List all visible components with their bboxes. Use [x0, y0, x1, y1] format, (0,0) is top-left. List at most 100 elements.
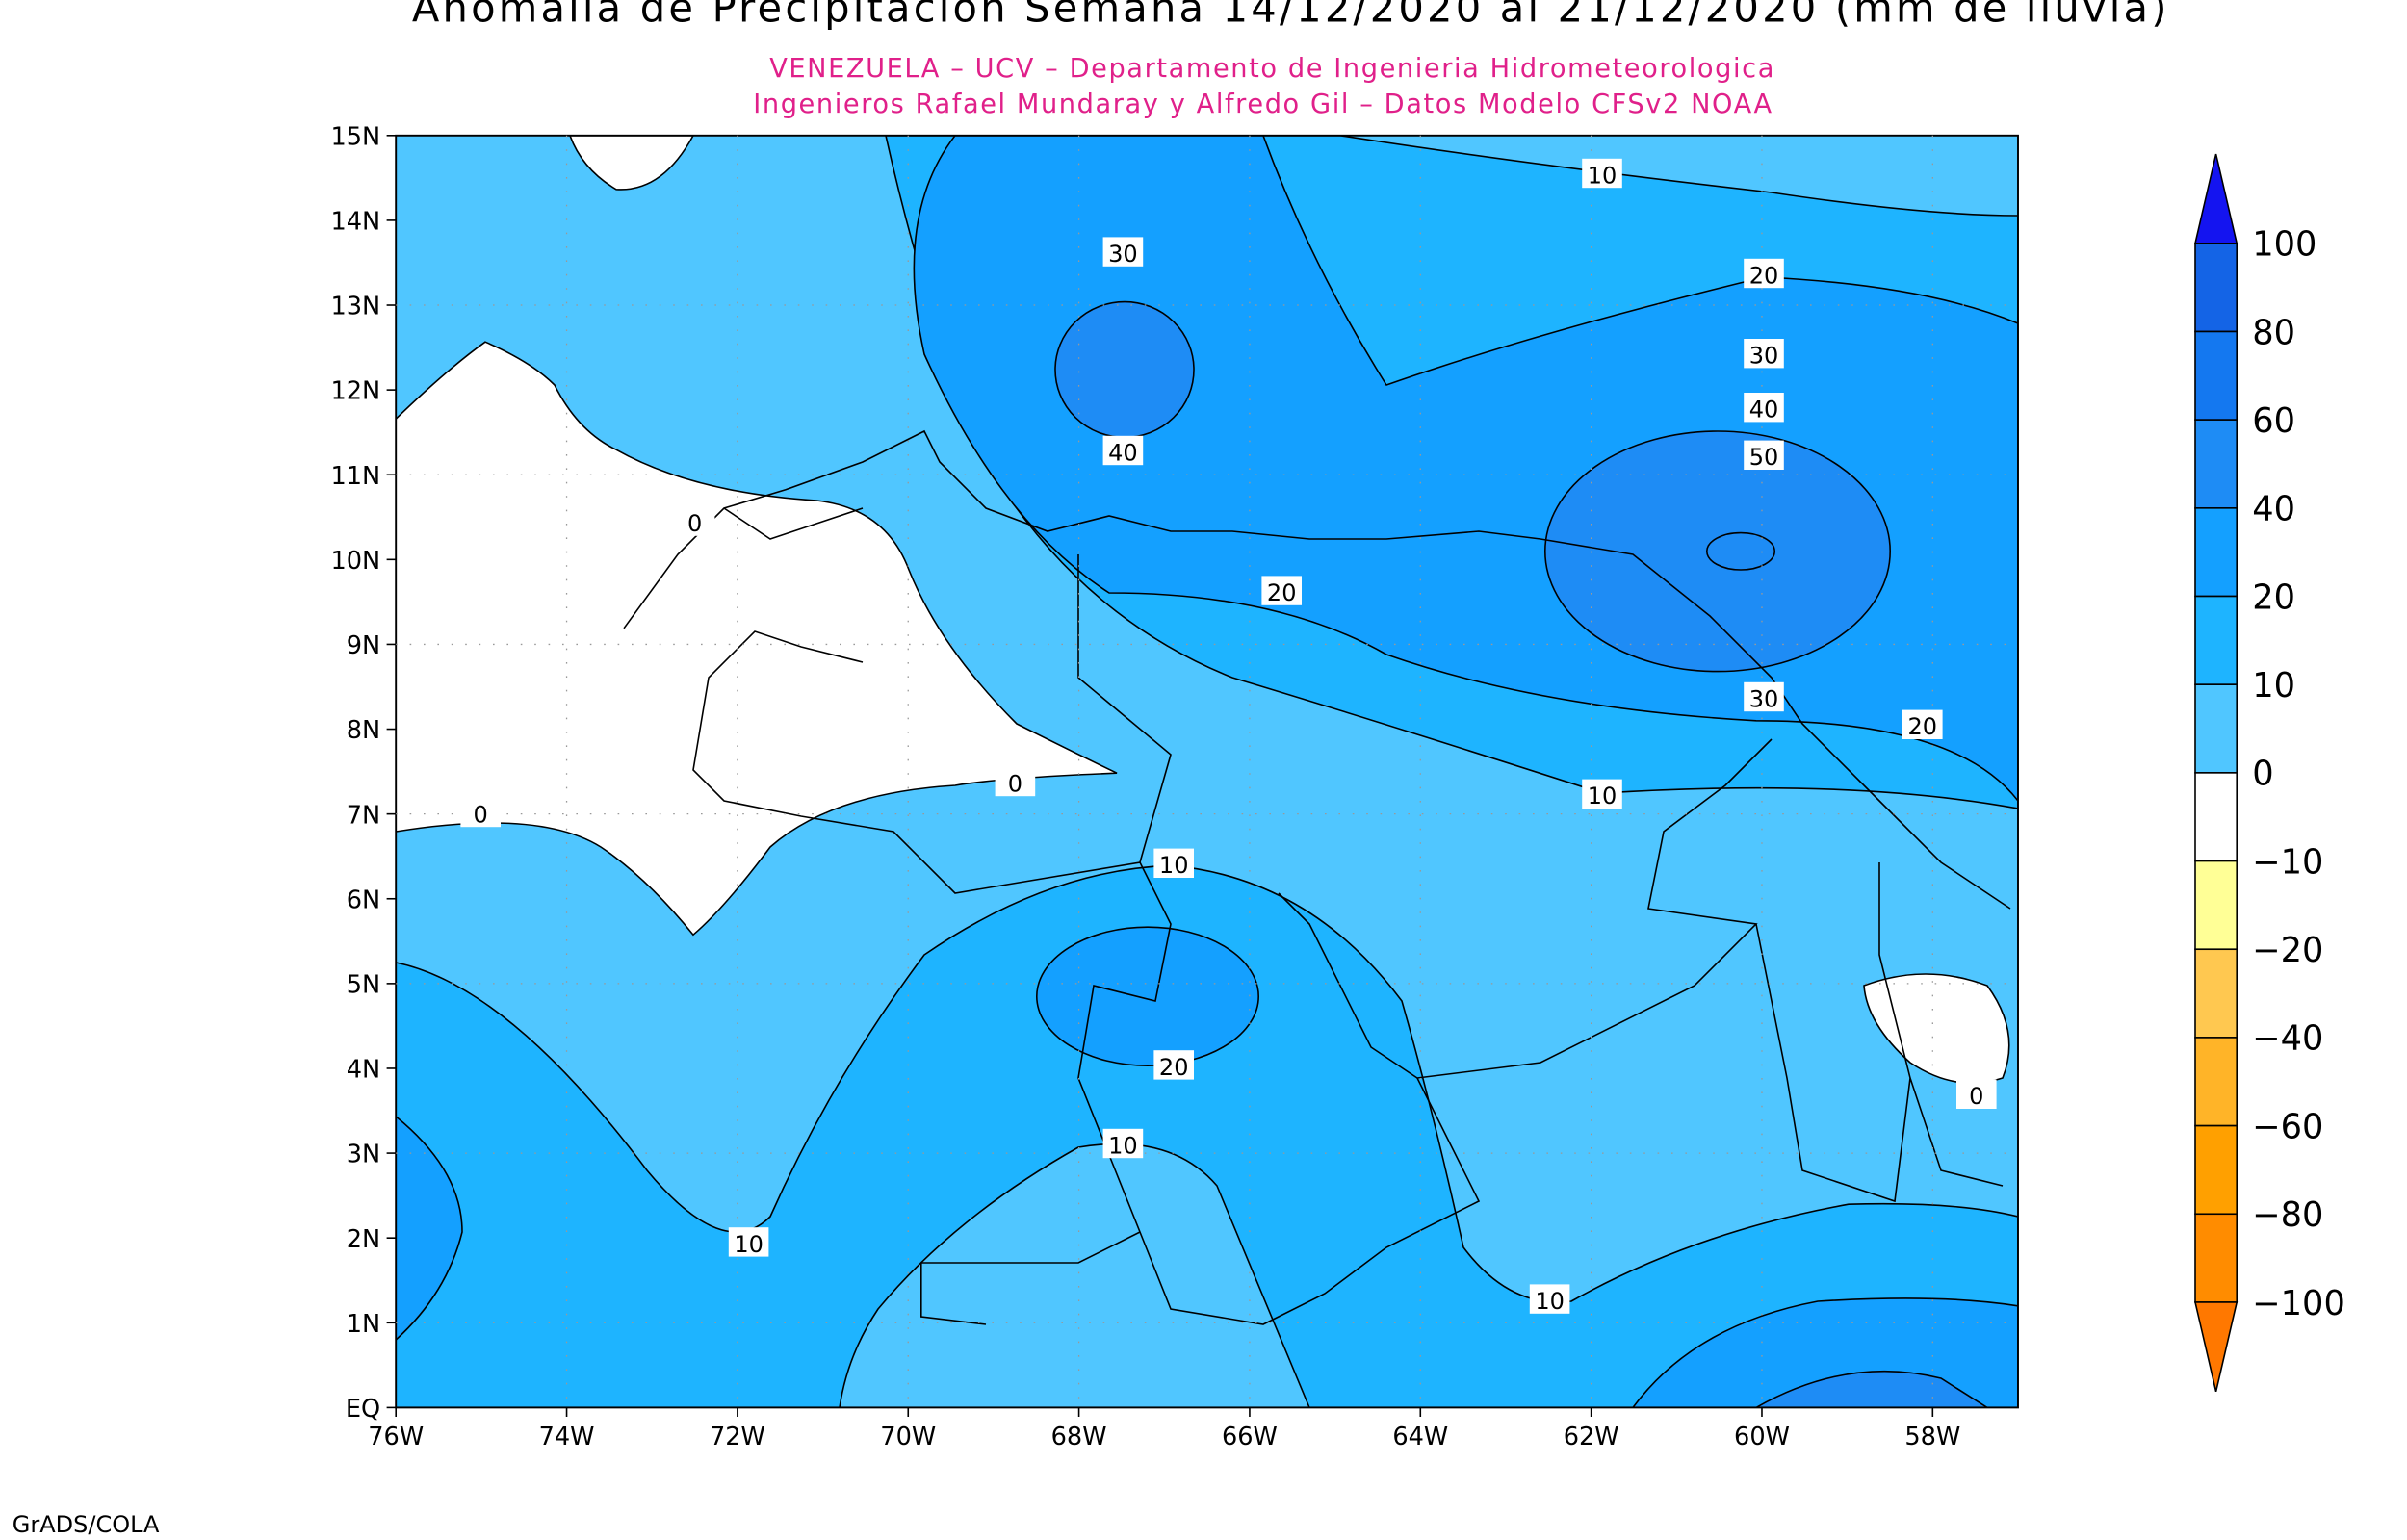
- lat-label: EQ: [346, 1395, 380, 1424]
- colorbar-box: [2194, 860, 2238, 951]
- contour-label-bg: [1102, 435, 1144, 466]
- colorbar-box: [2194, 1213, 2238, 1303]
- colorbar-box: [2194, 507, 2238, 598]
- lat-label: 3N: [347, 1141, 380, 1169]
- colorbar-box: [2194, 683, 2238, 774]
- contour-label: 10: [1535, 1288, 1565, 1315]
- contour-label: 50: [1749, 444, 1779, 471]
- contour-label-bg: [1744, 258, 1784, 289]
- fill-negative: [569, 135, 694, 191]
- colorbar-box: [2194, 1124, 2238, 1216]
- contour-label: 20: [1159, 1054, 1189, 1081]
- contour-labels: 10 30 40 20 30 40 50 20 0 0 0 30 20 10 10 20 10 10 10 0: [460, 158, 1997, 1315]
- fill-40-60: [1054, 300, 1195, 439]
- lon-label: 72W: [710, 1423, 765, 1451]
- colorbar-label: −40: [2252, 1019, 2323, 1059]
- contour-label: 20: [1908, 713, 1938, 740]
- contour-label-bg: [1153, 848, 1194, 878]
- graticule: EQ 1N 2N 3N 4N 5N 6N 7N 8N 9N 10N 11N 12N 13N 14N 15N 76…: [330, 122, 2018, 1451]
- colorbar-label: −80: [2252, 1195, 2323, 1235]
- colorbar-box: [2194, 772, 2238, 862]
- contour-label: 30: [1749, 343, 1779, 370]
- lat-label: 6N: [347, 886, 380, 914]
- contour-label-bg: [1102, 1128, 1144, 1159]
- contour-label: 0: [474, 801, 488, 828]
- contour-label: 40: [1749, 397, 1779, 424]
- lat-label: 11N: [330, 462, 380, 491]
- contour-label-bg: [1153, 1050, 1194, 1080]
- lon-label: 74W: [539, 1423, 595, 1451]
- contour-label-bg: [995, 766, 1036, 797]
- colorbar-box: [2194, 948, 2238, 1039]
- colorbar-label: 20: [2252, 578, 2295, 617]
- lon-label: 58W: [1904, 1423, 1960, 1451]
- lat-label: 12N: [330, 377, 380, 406]
- contour-label-bg: [1582, 158, 1622, 189]
- contour-label-bg: [1902, 709, 1943, 739]
- lat-label: 5N: [347, 970, 380, 999]
- title: Anomalia de Precipitacion Semana 14/12/2…: [412, 0, 2170, 31]
- contour-label: 0: [687, 510, 702, 537]
- contour-label: 10: [1588, 162, 1618, 189]
- colorbar-cap: [2193, 1301, 2239, 1392]
- footer: GrADS/COLA: [13, 1511, 160, 1538]
- colorbar-box: [2194, 595, 2238, 686]
- subtitle: Ingenieros Rafael Mundaray y Alfredo Gil…: [753, 90, 1773, 119]
- contour-label: 10: [1108, 1132, 1138, 1159]
- lat-label: 7N: [347, 801, 380, 830]
- lon-label: 66W: [1222, 1423, 1278, 1451]
- colorbar-box: [2194, 243, 2238, 333]
- contour-label-bg: [460, 797, 501, 828]
- contour-label: 0: [1008, 770, 1022, 797]
- fill-20-40: [1036, 926, 1259, 1066]
- contour-label-bg: [1744, 393, 1784, 423]
- lat-label: 13N: [330, 293, 380, 321]
- anomaly-field: [396, 135, 2018, 1408]
- lon-label: 70W: [880, 1423, 936, 1451]
- colorbar-box: [2194, 419, 2238, 509]
- lon-label: 68W: [1051, 1423, 1107, 1451]
- contour-label: 30: [1749, 685, 1779, 712]
- lon-label: 64W: [1392, 1423, 1448, 1451]
- contour-label: 10: [1159, 852, 1189, 879]
- colorbar-label: 0: [2252, 755, 2273, 794]
- colorbar-label: 10: [2252, 666, 2295, 706]
- fill-40-60: [1754, 1370, 1989, 1408]
- subtitle: VENEZUELA – UCV – Departamento de Ingeni…: [769, 54, 1775, 84]
- fill-negative: [396, 341, 1118, 937]
- colorbar-label: 60: [2252, 401, 2295, 441]
- colorbar-label: 40: [2252, 490, 2295, 529]
- colorbar-label: 100: [2252, 225, 2316, 265]
- contour-label: 10: [1588, 783, 1618, 809]
- contour-label-bg: [1529, 1284, 1570, 1314]
- contour-label-bg: [1744, 339, 1784, 369]
- contour-label-bg: [1102, 237, 1144, 267]
- contour-label: 40: [1108, 439, 1138, 466]
- colorbar-box: [2194, 330, 2238, 421]
- colorbar-cap: [2193, 153, 2239, 244]
- contour-label: 20: [1267, 579, 1297, 606]
- contour-label-bg: [1582, 779, 1622, 808]
- contour-label-bg: [1261, 576, 1302, 605]
- lat-label: 14N: [330, 208, 380, 237]
- contour-label-bg: [674, 506, 715, 536]
- lon-label: 60W: [1734, 1423, 1790, 1451]
- contour-label: 20: [1749, 262, 1779, 289]
- colorbar-label: −100: [2252, 1284, 2345, 1323]
- lat-label: 2N: [347, 1225, 380, 1254]
- contour-label-bg: [1744, 681, 1784, 712]
- contour-label-bg: [1744, 440, 1784, 470]
- colorbar-label: −20: [2252, 931, 2323, 970]
- fill-negative: [1863, 973, 2010, 1085]
- contour-label: 0: [1969, 1083, 1983, 1110]
- colorbar-label: 80: [2252, 313, 2295, 352]
- lon-label: 76W: [368, 1423, 424, 1451]
- contour-label: 30: [1108, 241, 1138, 268]
- colorbar-label: −10: [2252, 842, 2323, 882]
- lat-label: 8N: [347, 716, 380, 745]
- colorbar-label: −60: [2252, 1107, 2323, 1146]
- lat-label: 9N: [347, 631, 380, 660]
